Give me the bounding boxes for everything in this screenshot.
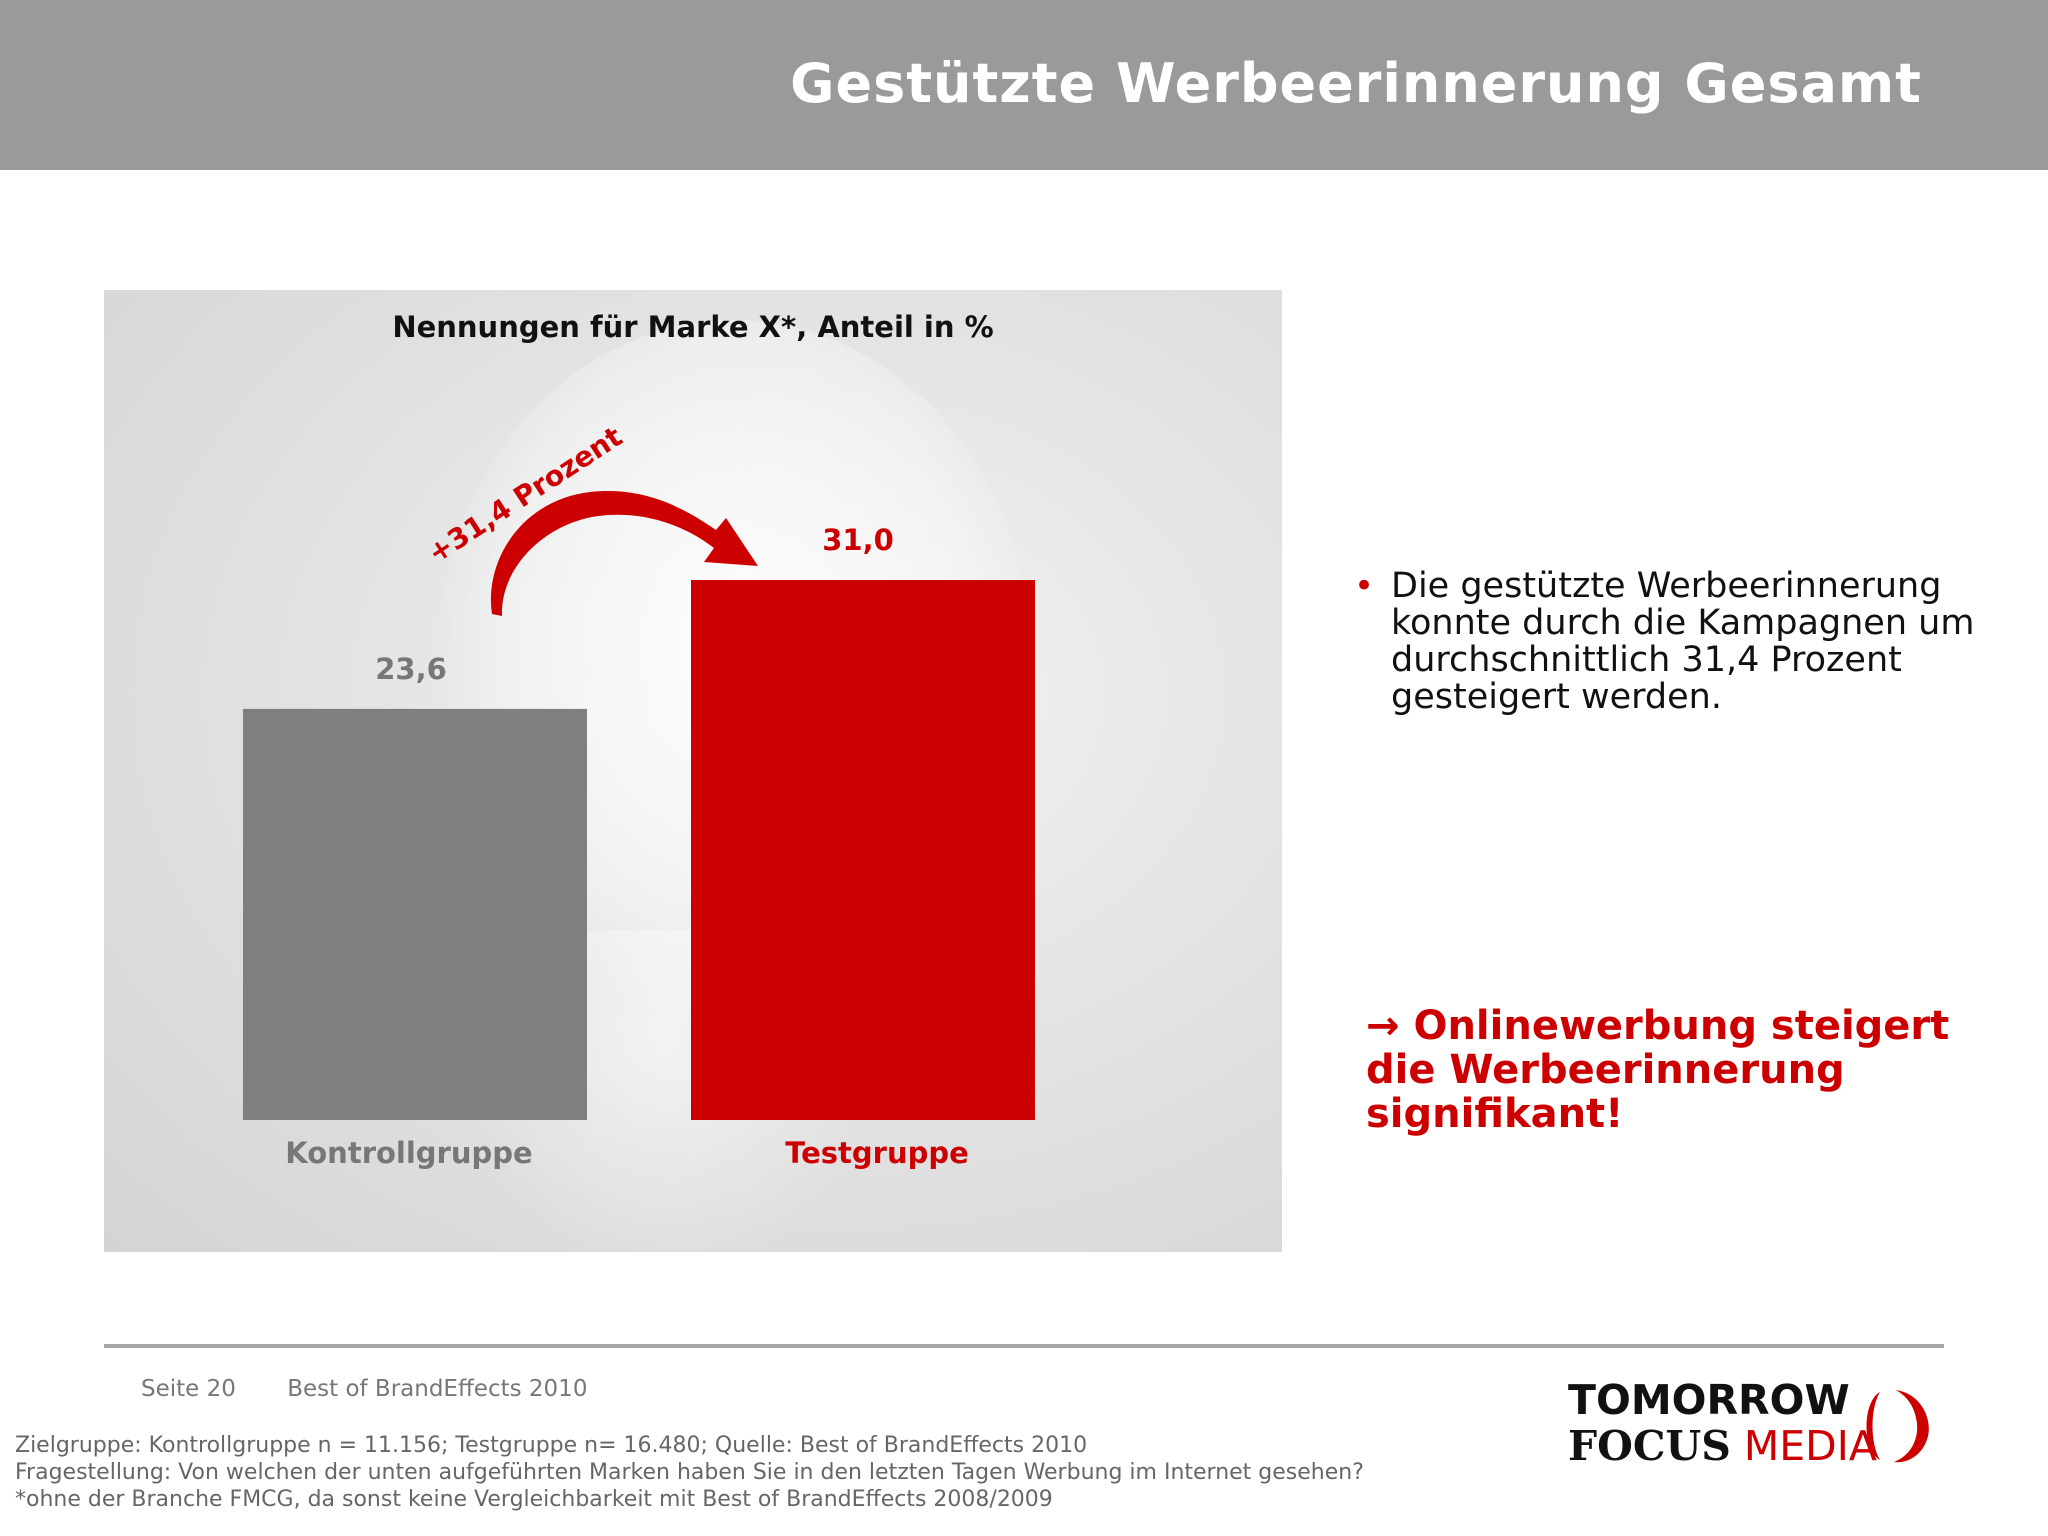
value-label: 31,0: [822, 523, 894, 557]
footnotes: Zielgruppe: Kontrollgruppe n = 11.156; T…: [15, 1432, 1364, 1513]
conclusion-line: die Werbeerinnerung: [1366, 1047, 1845, 1093]
footer-divider: [104, 1344, 1944, 1348]
logo-mark-icon: [1866, 1390, 1929, 1463]
footnote-exclusion: *ohne der Branche FMCG, da sonst keine V…: [15, 1487, 1053, 1512]
footnote-target-group: Zielgruppe: Kontrollgruppe n = 11.156; T…: [15, 1433, 1088, 1458]
source-title: Best of BrandEffects 2010: [287, 1376, 588, 1402]
logo-word-tomorrow: TOMORROW: [1568, 1376, 1850, 1424]
chart-title: Nennungen für Marke X*, Anteil in %: [392, 310, 994, 344]
bar-testgruppe: [691, 580, 1035, 1120]
bullet-text: Die gestützte Werbeerinnerung konnte dur…: [1391, 566, 1975, 717]
curved-arrow-icon: [490, 490, 758, 616]
page-info: Seite 20 Best of BrandEffects 2010: [141, 1376, 631, 1402]
category-label: Kontrollgruppe: [285, 1136, 532, 1170]
conclusion-line: signifikant!: [1366, 1091, 1624, 1137]
bar-kontrollgruppe: [243, 708, 587, 1120]
category-label: Testgruppe: [785, 1136, 969, 1170]
slide-title: Gestützte Werbeerinnerung Gesamt: [790, 52, 1922, 115]
logo-word-focus: FOCUS: [1568, 1422, 1731, 1470]
logo-word-focus-media: FOCUS MEDIA: [1568, 1422, 1877, 1470]
logo-word-media: MEDIA: [1743, 1422, 1877, 1470]
page-number: Seite 20: [141, 1376, 236, 1402]
chart-panel: Nennungen für Marke X*, Anteil in % 23,6…: [104, 290, 1282, 1252]
bullet-icon: •: [1354, 566, 1375, 606]
footnote-question: Fragestellung: Von welchen der unten auf…: [15, 1460, 1364, 1485]
conclusion-line: → Onlinewerbung steigert: [1366, 1003, 1950, 1049]
company-logo: TOMORROW FOCUS MEDIA: [1568, 1376, 1948, 1476]
conclusion-callout: → Onlinewerbung steigert die Werbeerinne…: [1366, 1004, 2006, 1136]
value-label: 23,6: [375, 652, 447, 686]
slide-header: Gestützte Werbeerinnerung Gesamt: [0, 0, 2048, 170]
